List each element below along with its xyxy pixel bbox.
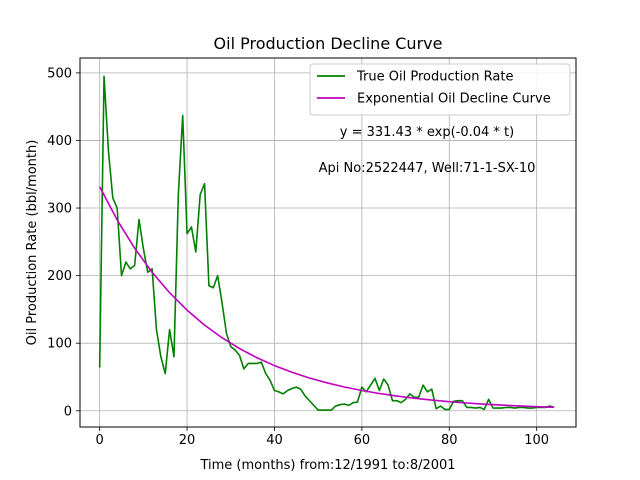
true-production-line bbox=[98, 75, 555, 411]
chart-title: Oil Production Decline Curve bbox=[214, 34, 443, 53]
y-tick-label: 300 bbox=[47, 202, 72, 217]
equation-annotation: y = 331.43 * exp(-0.04 * t) bbox=[340, 125, 514, 140]
x-axis-label: Time (months) from:12/1991 to:8/2001 bbox=[199, 458, 455, 473]
x-tick-label: 80 bbox=[441, 433, 458, 448]
x-tick-label: 100 bbox=[524, 433, 549, 448]
legend-label: True Oil Production Rate bbox=[356, 70, 513, 85]
y-axis-label: Oil Production Rate (bbl/month) bbox=[25, 140, 40, 346]
y-tick-label: 0 bbox=[64, 404, 72, 419]
x-tick-label: 0 bbox=[96, 433, 104, 448]
exponential-decline-line bbox=[98, 186, 555, 409]
y-tick-label: 400 bbox=[47, 134, 72, 149]
legend-box bbox=[309, 63, 571, 116]
series-layer bbox=[98, 75, 555, 411]
plot-frame bbox=[79, 57, 577, 428]
y-tick-label: 100 bbox=[47, 337, 72, 352]
well-annotation: Api No:2522447, Well:71-1-SX-10 bbox=[319, 161, 536, 176]
legend: True Oil Production Rate Exponential Oil … bbox=[309, 63, 571, 116]
y-tick-label: 200 bbox=[47, 269, 72, 284]
y-tick-label: 500 bbox=[47, 66, 72, 81]
x-tick-label: 40 bbox=[266, 433, 283, 448]
legend-label: Exponential Oil Decline Curve bbox=[357, 92, 551, 107]
x-tick-label: 20 bbox=[179, 433, 196, 448]
axes: 0 20 40 60 80 100 0 100 200 300 400 500 bbox=[47, 66, 549, 448]
x-tick-label: 60 bbox=[354, 433, 371, 448]
